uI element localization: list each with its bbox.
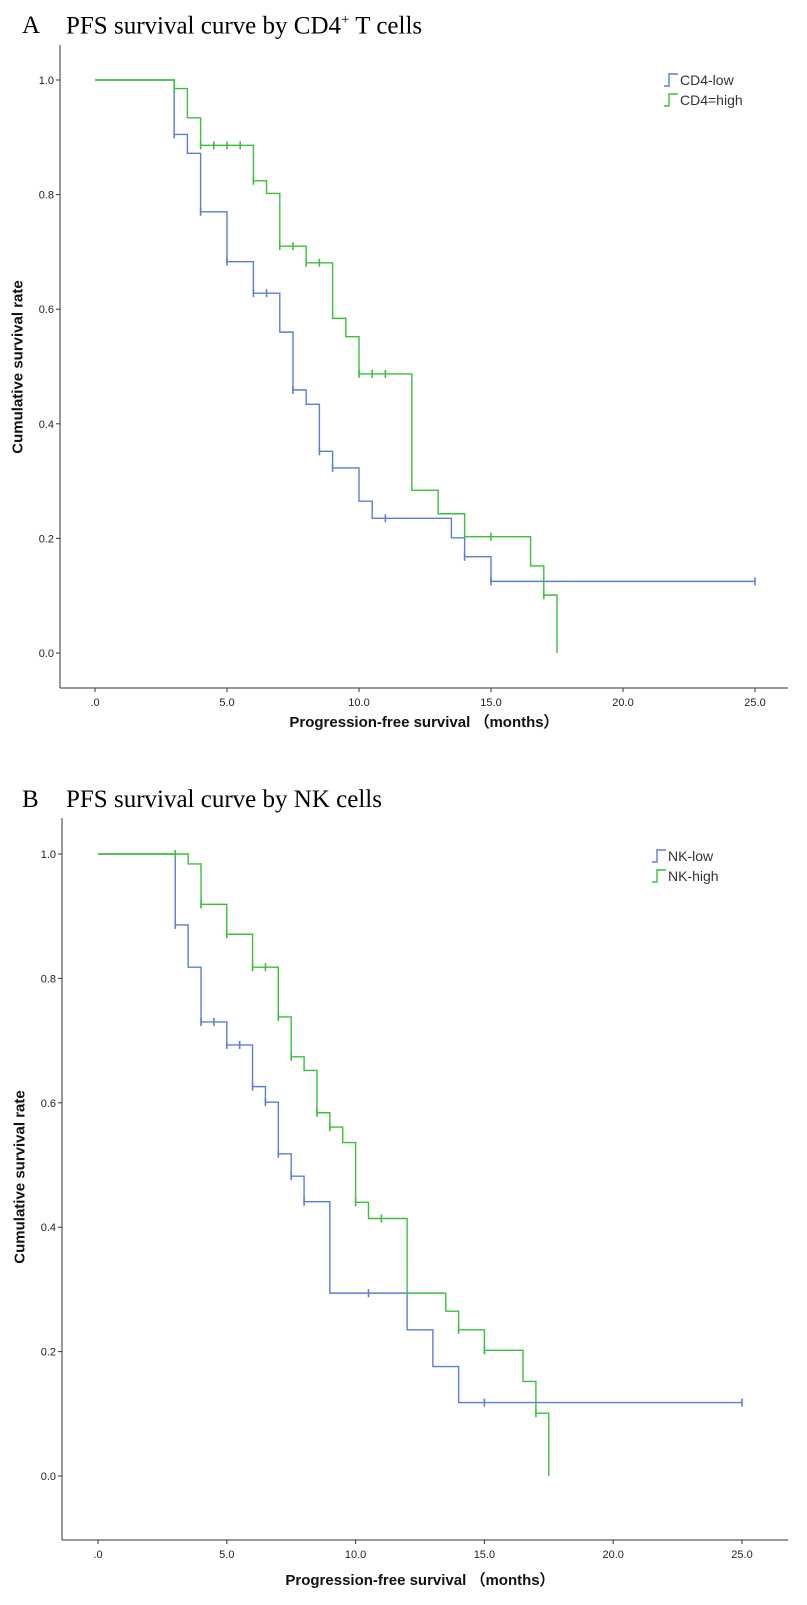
- panel-title-suffix: T cells: [349, 12, 423, 40]
- y-tick-label: 1.0: [39, 75, 54, 87]
- legend-label: CD4-low: [680, 72, 735, 88]
- panel-b: B PFS survival curve by NK cells 0.0 0.2 0.…: [0, 780, 807, 1605]
- survival-chart-nk: 0.0 0.2 0.4 0.6 0.8 1.0 .0 5.0 10.0 15.0 20.0 25.0 C…: [12, 818, 788, 1589]
- x-tick-label: 10.0: [348, 697, 369, 709]
- series-line-nk-high: [98, 853, 550, 1476]
- survival-chart-cd4: 0.0 0.2 0.4 0.6 0.8 1.0 .0 5.0 10.0 15.0 20.0 25.0 C…: [10, 45, 788, 731]
- y-tick-label: 0.8: [41, 973, 56, 985]
- y-tick-label: 0.2: [41, 1347, 56, 1359]
- y-tick-label: 0.8: [39, 190, 54, 202]
- y-tick-label: 1.0: [41, 849, 56, 861]
- panel-title-text: PFS survival curve by CD4: [66, 12, 341, 40]
- y-tick-label: 0.6: [41, 1098, 56, 1110]
- x-tick-label: .0: [90, 697, 99, 709]
- y-tick-label: 0.2: [39, 533, 54, 545]
- legend-label: NK-low: [668, 848, 714, 864]
- x-tick-label: 25.0: [744, 697, 765, 709]
- legend-swatch: [652, 869, 666, 883]
- series-line-nk-low: [98, 853, 742, 1404]
- panel-title-text: PFS survival curve by NK cells: [66, 786, 382, 813]
- panel-a: A PFS survival curve by CD4+ T cells 0.0 0…: [0, 0, 807, 780]
- legend-swatch: [664, 93, 678, 107]
- panel-title: A PFS survival curve by CD4+ T cells: [22, 12, 422, 40]
- y-tick-label: 0.0: [39, 648, 54, 660]
- series-line-cd4-low: [95, 79, 755, 583]
- x-tick-label: 5.0: [219, 1549, 234, 1561]
- x-tick-label: 5.0: [219, 697, 234, 709]
- x-tick-label: 15.0: [480, 697, 501, 709]
- x-axis-title: Progression-free survival （months）: [289, 713, 558, 731]
- x-tick-label: 20.0: [612, 697, 633, 709]
- y-tick-label: 0.6: [39, 304, 54, 316]
- x-tick-label: .0: [93, 1549, 102, 1561]
- panel-letter: B: [22, 786, 39, 813]
- x-tick-label: 10.0: [345, 1549, 366, 1561]
- x-tick-label: 20.0: [602, 1549, 623, 1561]
- y-axis-title: Cumulative survival rate: [12, 1090, 29, 1263]
- series-line-cd4-high: [95, 79, 558, 653]
- panel-title-sup: +: [341, 12, 350, 28]
- legend-label: NK-high: [668, 868, 719, 884]
- y-axis-title: Cumulative survival rate: [10, 280, 27, 453]
- x-axis-title: Progression-free survival （months）: [285, 1571, 554, 1589]
- x-tick-label: 15.0: [474, 1549, 495, 1561]
- y-tick-label: 0.4: [39, 419, 54, 431]
- panel-title: B PFS survival curve by NK cells: [22, 786, 382, 814]
- panel-letter: A: [22, 12, 41, 40]
- legend-swatch: [652, 849, 666, 863]
- y-tick-label: 0.4: [41, 1222, 56, 1234]
- legend-label: CD4=high: [680, 92, 743, 108]
- y-tick-label: 0.0: [41, 1471, 56, 1483]
- x-tick-label: 25.0: [731, 1549, 752, 1561]
- legend-swatch: [664, 73, 678, 87]
